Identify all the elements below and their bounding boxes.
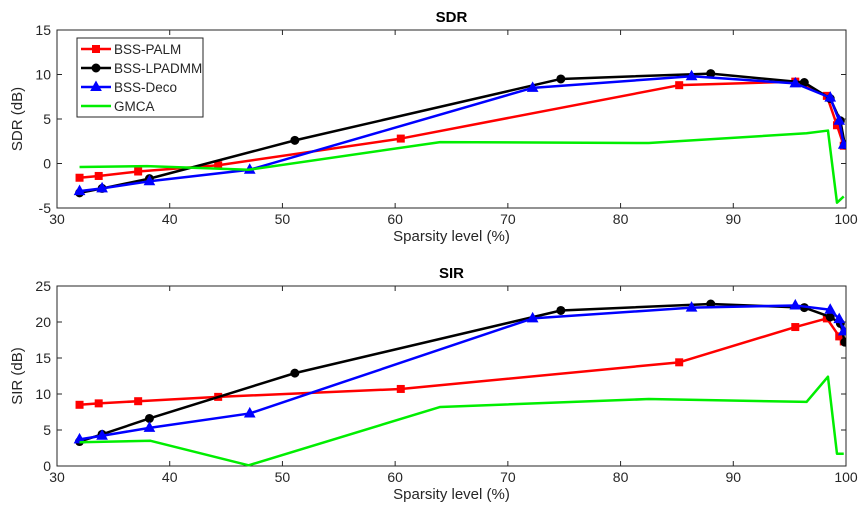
sir-point-bss-deco <box>73 432 86 444</box>
sir-point-bss-deco <box>824 303 837 314</box>
sir-point-bss-lpadmm <box>290 368 300 378</box>
sir-point-bss-lpadmm <box>556 305 566 315</box>
sdr-chart: 30 40 50 60 70 80 90 100 -5 0 5 10 15 SDR Sparsity lev… <box>9 9 858 245</box>
sdr-point-bss-deco <box>837 138 846 149</box>
sir-point-bss-deco <box>833 312 846 324</box>
sir-point-bss-deco <box>243 406 256 418</box>
sir-point-bss-lpadmm <box>840 337 846 347</box>
sir-ytick-label: 0 <box>43 458 51 474</box>
legend-marker-bss-lpadmm <box>91 63 101 73</box>
sir-series-gmca <box>79 375 844 467</box>
sdr-point-bss-deco <box>833 114 846 125</box>
sdr-point-bss-deco <box>789 76 802 88</box>
sir-ytick-label: 10 <box>35 386 51 402</box>
sir-point-bss-palm <box>396 384 405 393</box>
sdr-ytick-label: 15 <box>35 22 51 38</box>
legend-label-bss-lpadmm: BSS-LPADMM <box>114 61 202 76</box>
sir-line-bss-palm <box>79 317 845 407</box>
sdr-xtick-label: 80 <box>613 211 629 227</box>
sir-line-bss-deco <box>79 304 845 441</box>
sdr-xtick-label: 100 <box>834 211 858 227</box>
sir-xtick-label: 70 <box>500 469 516 485</box>
sir-ytick-label: 25 <box>35 278 51 294</box>
sdr-title: SDR <box>436 9 468 26</box>
legend-label-bss-palm: BSS-PALM <box>114 42 181 57</box>
sir-ylabel: SIR (dB) <box>9 347 26 405</box>
sir-series-bss-deco <box>73 298 846 444</box>
legend-marker-bss-deco <box>90 80 102 91</box>
sir-series-bss-palm <box>75 314 846 409</box>
sdr-line-bss-deco <box>79 75 845 193</box>
sir-xlabel: Sparsity level (%) <box>393 486 510 503</box>
sdr-point-bss-deco <box>96 181 108 193</box>
sir-axes-frame <box>56 285 847 467</box>
sir-ytick-label: 20 <box>35 314 51 330</box>
sir-ytick-label: 5 <box>43 422 51 438</box>
sir-title: SIR <box>439 265 464 282</box>
sdr-xtick-label: 90 <box>725 211 741 227</box>
sdr-line-bss-palm <box>79 80 845 179</box>
sdr-point-bss-palm <box>75 173 84 182</box>
sdr-xlabel: Sparsity level (%) <box>393 228 510 245</box>
sdr-xtick-label: 50 <box>275 211 291 227</box>
sir-ytick-label: 15 <box>35 350 51 366</box>
sdr-line-gmca <box>79 129 845 204</box>
sir-point-bss-deco <box>685 301 698 312</box>
sir-point-bss-deco <box>96 429 108 440</box>
legend-marker-bss-palm <box>92 45 100 53</box>
sdr-point-bss-deco <box>824 91 837 102</box>
sdr-xtick-label: 60 <box>387 211 403 227</box>
sdr-point-bss-palm <box>396 134 405 143</box>
sdr-legend: BSS-PALM BSS-LPADMM BSS-Deco GMCA <box>76 37 204 118</box>
sir-point-bss-deco <box>143 421 156 432</box>
sdr-ylabel: SDR (dB) <box>9 87 26 151</box>
sdr-xtick-label: 40 <box>162 211 178 227</box>
sir-xtick-label: 100 <box>834 469 858 485</box>
sir-xtick-label: 60 <box>387 469 403 485</box>
sir-xtick-label: 50 <box>275 469 291 485</box>
sdr-point-bss-palm <box>134 167 143 176</box>
sir-xtick-label: 30 <box>49 469 65 485</box>
sdr-point-bss-deco <box>685 69 698 81</box>
sir-series-bss-lpadmm <box>75 299 846 447</box>
sir-point-bss-palm <box>134 397 143 406</box>
legend-label-bss-deco: BSS-Deco <box>114 80 177 95</box>
sir-point-bss-deco <box>789 298 802 310</box>
sdr-xtick-label: 30 <box>49 211 65 227</box>
sdr-ytick-label: -5 <box>39 200 52 216</box>
sdr-xtick-label: 70 <box>500 211 516 227</box>
sir-point-bss-palm <box>94 399 103 408</box>
sdr-ytick-label: 0 <box>43 156 51 172</box>
sir-point-bss-deco <box>837 324 846 336</box>
sir-xtick-label: 90 <box>725 469 741 485</box>
sir-xtick-label: 40 <box>162 469 178 485</box>
sdr-point-bss-deco <box>73 184 86 196</box>
sdr-ytick-label: 5 <box>43 111 51 127</box>
sir-point-bss-palm <box>75 400 84 409</box>
sir-point-bss-lpadmm <box>144 413 154 423</box>
sdr-point-bss-lpadmm <box>290 135 300 145</box>
sdr-point-bss-palm <box>94 171 103 180</box>
sdr-point-bss-palm <box>675 81 684 90</box>
sir-line-gmca <box>79 375 844 467</box>
sdr-point-bss-lpadmm <box>556 74 566 84</box>
sir-point-bss-palm <box>675 358 684 367</box>
sdr-point-bss-deco <box>143 174 156 186</box>
sir-point-bss-palm <box>791 323 800 332</box>
sir-chart: 30 40 50 60 70 80 90 100 0 5 10 15 20 25 SIR Sparsity l… <box>9 265 858 503</box>
legend-label-gmca: GMCA <box>114 99 155 114</box>
sir-point-bss-deco <box>526 311 539 323</box>
sdr-point-bss-deco <box>526 81 539 92</box>
sdr-series-gmca <box>79 129 845 204</box>
sir-xtick-label: 80 <box>613 469 629 485</box>
sdr-ytick-label: 10 <box>35 67 51 83</box>
